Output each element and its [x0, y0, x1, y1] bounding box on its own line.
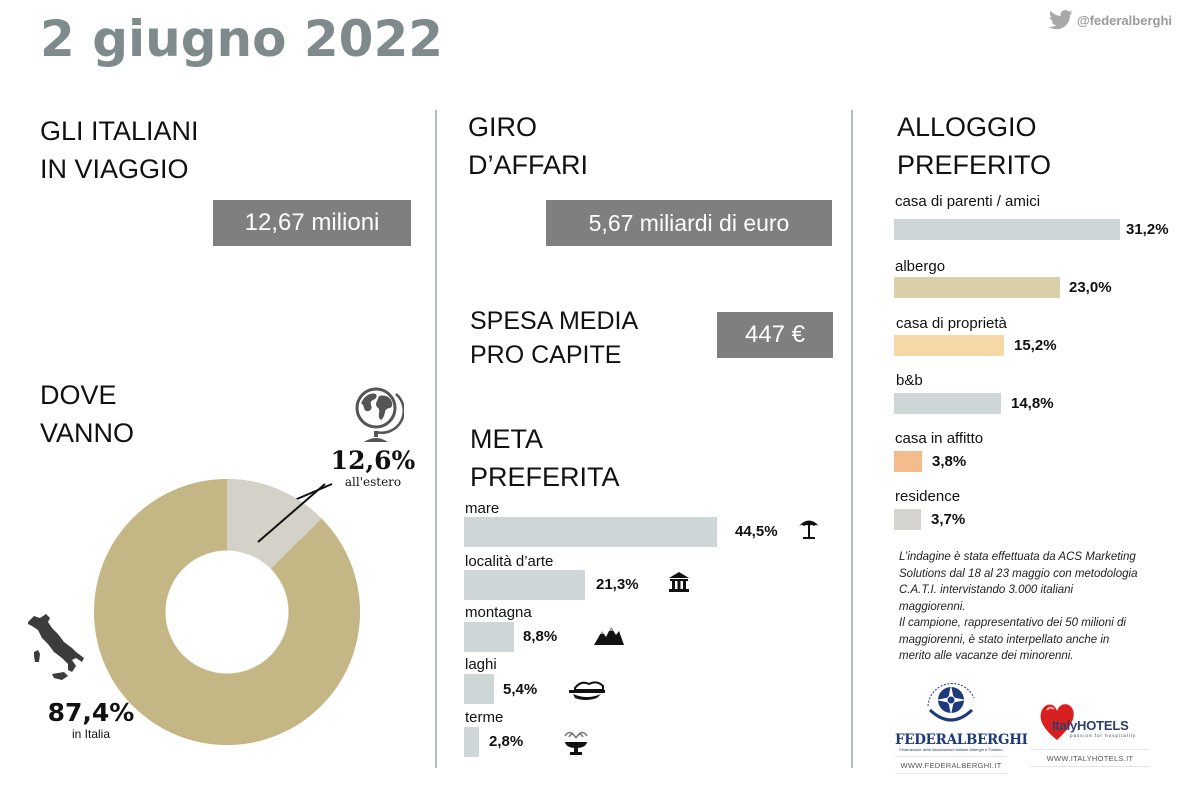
destination-label-terme: terme — [465, 709, 504, 726]
accommodation-label-albergo: albergo — [895, 258, 946, 275]
globe-icon — [355, 387, 404, 442]
travelers-value-box: 12,67 milioni — [213, 200, 411, 246]
federalberghi-url[interactable]: WWW.FEDERALBERGHI.IT — [900, 761, 1002, 770]
italy-map-icon — [28, 614, 84, 680]
heart-icon — [1040, 704, 1074, 740]
italyhotels-logo[interactable]: ItalyHOTELS passion for hospitality WWW.… — [1030, 700, 1150, 767]
mountains-icon — [594, 627, 624, 645]
italia-pct: 87,4% — [47, 698, 135, 727]
methodology-note: L’indagine è stata effettuata da ACS Mar… — [899, 551, 1138, 662]
estero-leader — [257, 483, 326, 543]
italyhotels-sub: passion for hospitality — [1070, 733, 1137, 738]
italyhotels-url[interactable]: WWW.ITALYHOTELS.IT — [1046, 754, 1134, 763]
accommodation-bar-residence — [894, 509, 921, 530]
accommodation-pct-albergo: 23,0% — [1069, 279, 1112, 296]
accommodation-label-proprieta: casa di proprietà — [896, 315, 1007, 332]
accommodation-pct-bb: 14,8% — [1011, 395, 1054, 412]
travelers-heading: GLI ITALIANI IN VIAGGIO — [40, 116, 199, 184]
destination-label-arte: località d’arte — [465, 553, 554, 570]
spending-value-box: 447 € — [717, 312, 833, 358]
spending-heading: SPESA MEDIA PRO CAPITE — [470, 307, 639, 369]
destination-label-mare: mare — [465, 500, 500, 517]
accommodation-bar-parenti — [894, 219, 1120, 240]
italyhotels-name: ItalyHOTELS — [1052, 718, 1129, 733]
accommodation-heading: ALLOGGIO PREFERITO — [897, 112, 1052, 180]
federalberghi-emblem-icon — [927, 682, 975, 722]
beach-umbrella-icon — [799, 520, 819, 539]
federalberghi-logo[interactable]: FEDERALBERGHI Federazione delle Associaz… — [895, 676, 1028, 774]
destination-bar-arte — [464, 570, 585, 600]
destination-pct-arte: 21,3% — [596, 576, 639, 593]
accommodation-label-parenti: casa di parenti / amici — [895, 193, 1041, 210]
federalberghi-name: FEDERALBERGHI — [895, 732, 1028, 748]
accommodation-label-bb: b&b — [896, 372, 923, 389]
accommodation-bar-affitto — [894, 451, 922, 472]
donut-conic-overlay — [94, 479, 360, 745]
federalberghi-sub: Federazione delle Associazioni Italiane … — [899, 747, 1003, 752]
destination-pct-terme: 2,8% — [489, 733, 524, 750]
italia-label: in Italia — [71, 727, 111, 741]
estero-label: all'estero — [344, 475, 402, 489]
destination-pct-mare: 44,5% — [735, 523, 778, 540]
accommodation-bar-proprieta — [894, 335, 1004, 356]
accommodation-pct-proprieta: 15,2% — [1014, 337, 1057, 354]
column-divider-left — [435, 110, 437, 768]
accommodation-pct-residence: 3,7% — [931, 511, 966, 528]
accommodation-pct-parenti: 31,2% — [1126, 221, 1169, 238]
estero-stat: 12,6% all'estero — [328, 446, 418, 489]
destination-bar-mare — [464, 517, 717, 547]
twitter-handle-link[interactable]: @federalberghi — [1048, 10, 1172, 30]
twitter-handle: @federalberghi — [1076, 12, 1172, 28]
turnover-value-box: 5,67 miliardi di euro — [546, 200, 832, 246]
destination-label-laghi: laghi — [465, 656, 497, 673]
fountain-icon — [564, 731, 588, 755]
accommodation-bar-albergo — [894, 277, 1060, 298]
accommodation-pct-affitto: 3,8% — [932, 453, 967, 470]
estero-pct: 12,6% — [330, 446, 416, 475]
accommodation-bar-bb — [894, 393, 1001, 414]
destination-pct-montagna: 8,8% — [523, 628, 558, 645]
italia-stat: 87,4% in Italia — [46, 698, 136, 741]
lake-icon — [569, 681, 605, 700]
column-divider-right — [851, 110, 853, 768]
turnover-heading: GIRO D’AFFARI — [468, 112, 589, 180]
destination-bar-terme — [464, 727, 479, 757]
museum-icon — [669, 572, 689, 592]
destination-bar-montagna — [464, 622, 514, 652]
destination-type-heading: META PREFERITA — [470, 424, 620, 492]
accommodation-label-residence: residence — [895, 488, 961, 505]
page-title: 2 giugno 2022 — [40, 10, 444, 68]
twitter-bird-icon — [1048, 10, 1073, 30]
destination-label-montagna: montagna — [465, 604, 532, 621]
destination-bar-laghi — [464, 674, 494, 704]
accommodation-label-affitto: casa in affitto — [895, 430, 984, 447]
destinations-heading: DOVE VANNO — [40, 380, 135, 448]
destination-pct-laghi: 5,4% — [503, 681, 538, 698]
